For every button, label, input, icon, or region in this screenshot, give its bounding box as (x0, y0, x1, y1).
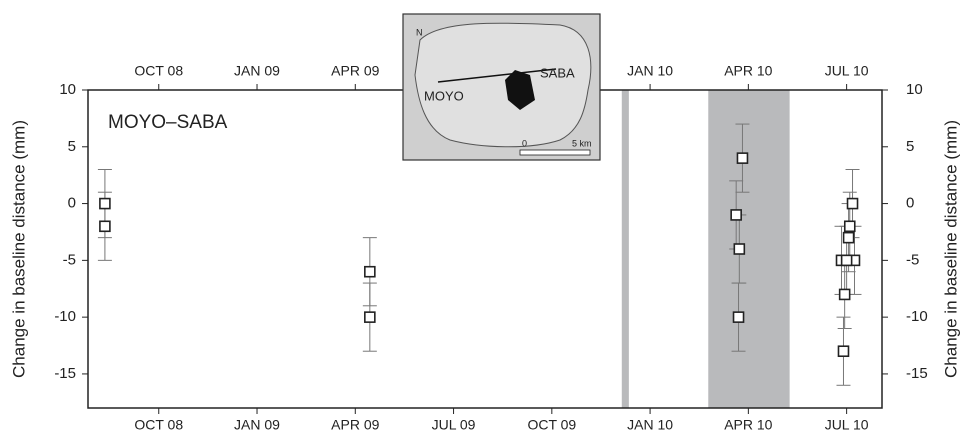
x-tick-label: OCT 09 (527, 417, 576, 433)
data-point (100, 199, 110, 209)
data-point (848, 199, 858, 209)
scale-bar (520, 150, 590, 155)
x-tick-label: JAN 10 (627, 417, 673, 433)
y2-tick-label: -10 (906, 308, 928, 325)
shaded-span (708, 90, 789, 408)
x-tick-label: APR 10 (724, 417, 772, 433)
inset-label: 5 km (572, 138, 592, 148)
data-point (845, 221, 855, 231)
y2-tick-label: 0 (906, 195, 914, 212)
y-tick-label: -10 (54, 308, 76, 325)
data-point (365, 267, 375, 277)
y2-tick-label: 5 (906, 138, 914, 155)
data-point (842, 255, 852, 265)
data-point (100, 221, 110, 231)
x-tick-label: JUL 09 (432, 417, 476, 433)
data-point (731, 210, 741, 220)
y-tick-label: 5 (68, 138, 76, 155)
y-tick-label: -5 (63, 251, 76, 268)
island (415, 23, 591, 147)
y-tick-label: 10 (59, 81, 76, 98)
data-point (838, 346, 848, 356)
x-tick-label-top: JAN 09 (234, 63, 280, 79)
data-point (734, 312, 744, 322)
x-tick-label-top: JAN 10 (627, 63, 673, 79)
y-tick-label: 0 (68, 195, 76, 212)
x-tick-label-top: APR 09 (331, 63, 379, 79)
x-tick-label: JAN 09 (234, 417, 280, 433)
data-point (840, 289, 850, 299)
y2-tick-label: 10 (906, 81, 923, 98)
chart-title: MOYO–SABA (108, 112, 228, 133)
x-tick-label-top: OCT 08 (134, 63, 183, 79)
x-tick-label: OCT 08 (134, 417, 183, 433)
y-tick-label: -15 (54, 365, 76, 382)
data-point (737, 153, 747, 163)
chart: -15 -15 -10 -10 -5 -5 0 0 5 5 10 10 OCT 08 OCT 08 JAN … (0, 0, 969, 440)
x-tick-label-top: APR 10 (724, 63, 772, 79)
inset-label: MOYO (424, 88, 464, 103)
data-point (365, 312, 375, 322)
inset-label: N (416, 27, 423, 37)
x-tick-label: JUL 10 (825, 417, 869, 433)
y2-tick-label: -15 (906, 365, 928, 382)
data-point (844, 233, 854, 243)
inset-label: 0 (522, 138, 527, 148)
shaded-span (622, 90, 629, 408)
y2-axis-label: Change in baseline distance (mm) (941, 120, 960, 378)
inset-map: N MOYO SABA 0 5 km (403, 14, 600, 160)
y-axis-label: Change in baseline distance (mm) (9, 120, 28, 378)
y2-tick-label: -5 (906, 251, 919, 268)
x-tick-label-top: JUL 10 (825, 63, 869, 79)
x-tick-label: APR 09 (331, 417, 379, 433)
inset-label: SABA (540, 65, 575, 80)
data-point (734, 244, 744, 254)
